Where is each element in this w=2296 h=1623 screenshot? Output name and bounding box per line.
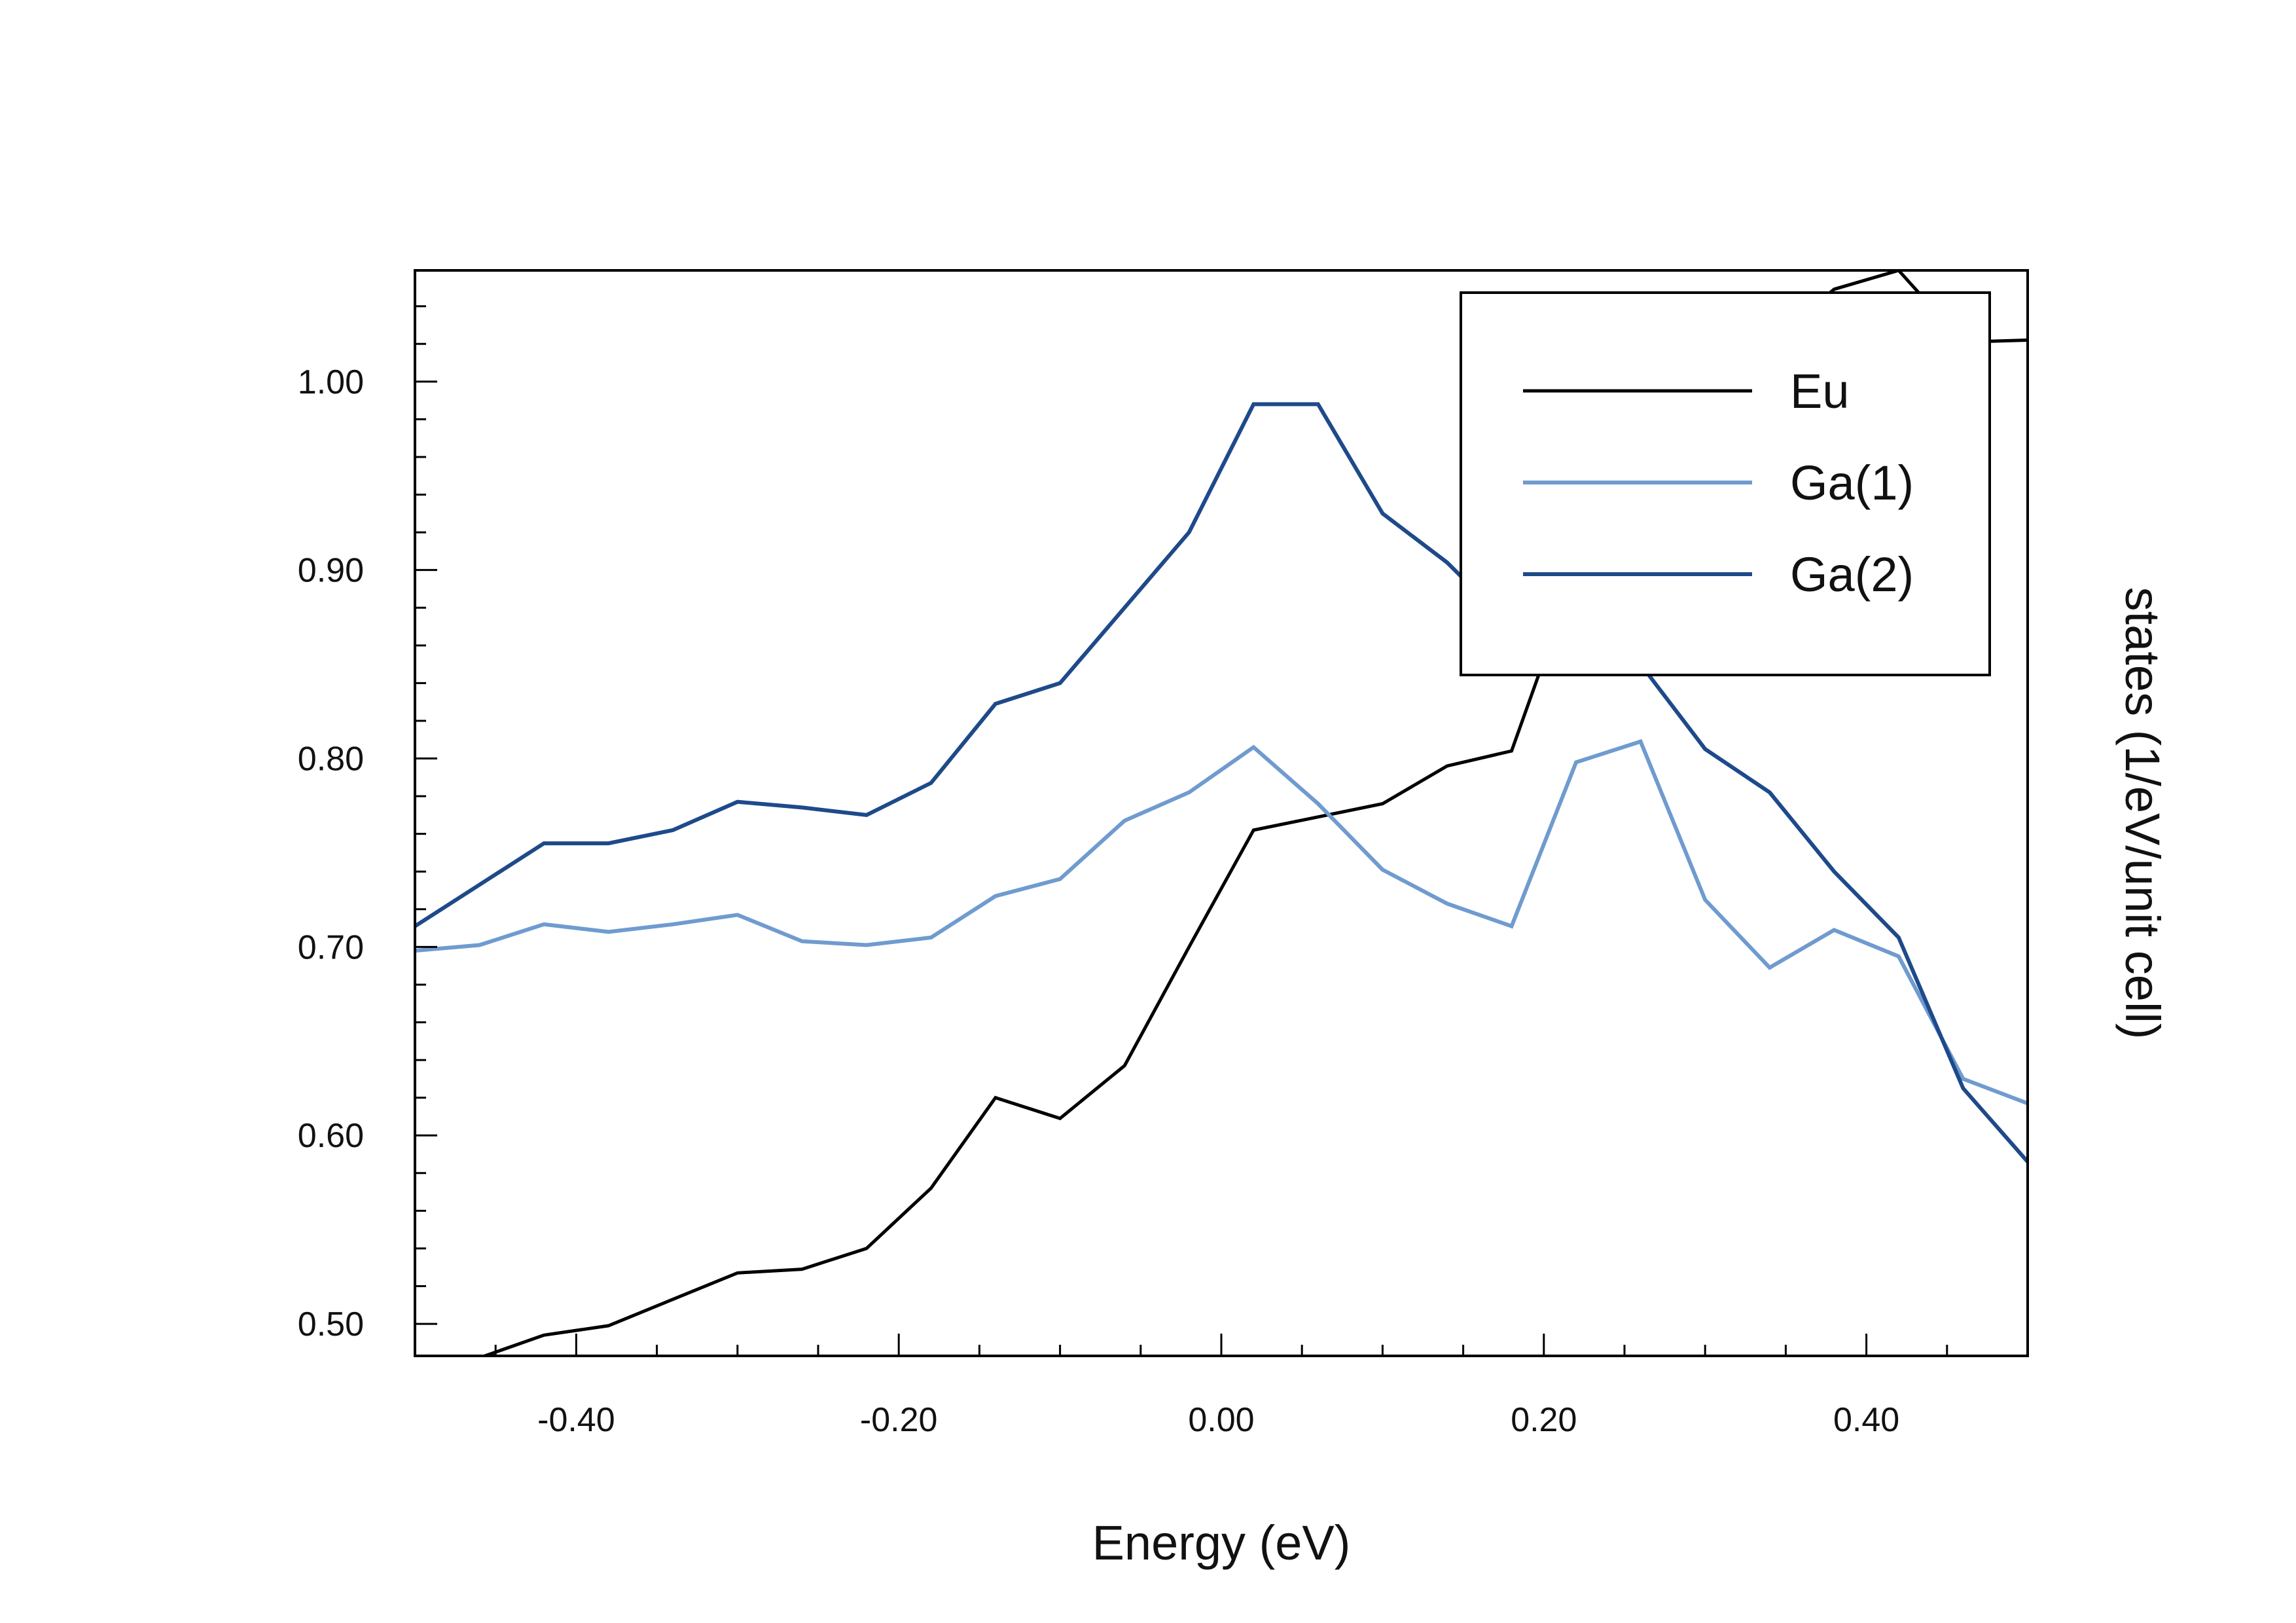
y-tick-label: 0.70 (298, 928, 364, 966)
legend: Eu Ga(1) Ga(2) (1460, 291, 1991, 676)
x-tick-label: -0.40 (537, 1401, 615, 1439)
y-tick-label: 1.00 (298, 363, 364, 401)
x-tick-label: -0.20 (860, 1401, 938, 1439)
x-tick-label: 0.40 (1833, 1401, 1899, 1439)
y-tick-label: 0.80 (298, 740, 364, 778)
legend-label-ga-2: Ga(2) (1790, 547, 1914, 602)
legend-label-eu: Eu (1790, 364, 1850, 418)
y-tick-label: 0.50 (298, 1305, 364, 1343)
axis-tick-labels: -0.40 -0.20 0.00 0.20 0.40 0.50 0.60 0.70 0.80 0.… (298, 363, 1899, 1439)
axis-ticks (414, 305, 2029, 1356)
y-axis-label: states (1/eV/unit cell) (2115, 587, 2170, 1040)
x-axis-label: Energy (eV) (1092, 1516, 1351, 1570)
series-line-ga-2 (415, 402, 2028, 1163)
y-tick-label: 0.60 (298, 1117, 364, 1155)
series-line-ga-1 (415, 739, 2028, 1106)
x-tick-label: 0.00 (1188, 1401, 1254, 1439)
x-tick-label: 0.20 (1511, 1401, 1577, 1439)
y-tick-label: 0.90 (298, 552, 364, 590)
legend-label-ga-1: Ga(1) (1790, 456, 1914, 510)
